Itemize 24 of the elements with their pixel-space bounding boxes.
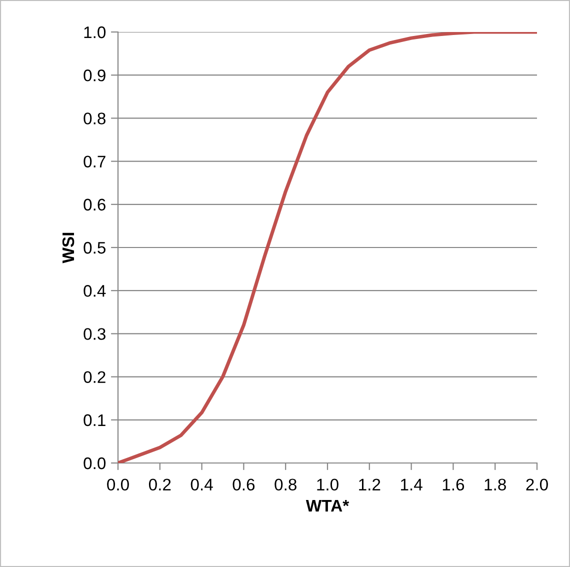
y-tick-label: 0.6 [84, 198, 106, 211]
y-tick-label: 0.4 [84, 285, 106, 297]
y-tick-label: 0.9 [84, 70, 106, 82]
x-tick-label: 1.4 [400, 478, 422, 490]
y-tick-label: 0.5 [84, 242, 106, 254]
x-tick-label: 1.0 [317, 478, 338, 491]
y-tick-label: 0.0 [84, 457, 106, 470]
x-tick-label: 0.8 [274, 478, 296, 491]
x-tick-label: 2.0 [526, 478, 548, 491]
x-axis-title: WTA* [306, 500, 350, 512]
y-tick-label: 1.0 [84, 26, 106, 38]
x-tick-label: 0.4 [190, 478, 213, 491]
y-axis-title: WSI [62, 232, 74, 264]
y-tick-label: 0.2 [84, 371, 106, 384]
y-tick-label: 0.7 [84, 156, 106, 168]
x-tick-label: 0.2 [148, 478, 171, 491]
x-tick-label: 1.2 [359, 478, 380, 490]
x-tick-label: 1.6 [442, 478, 464, 491]
y-tick-label: 0.3 [84, 328, 106, 340]
y-tick-label: 0.1 [84, 414, 106, 426]
x-tick-label: 1.8 [484, 478, 506, 491]
x-tick-label: 0.0 [107, 478, 129, 491]
x-tick-label: 0.6 [232, 478, 255, 491]
y-tick-label: 0.8 [84, 112, 106, 124]
